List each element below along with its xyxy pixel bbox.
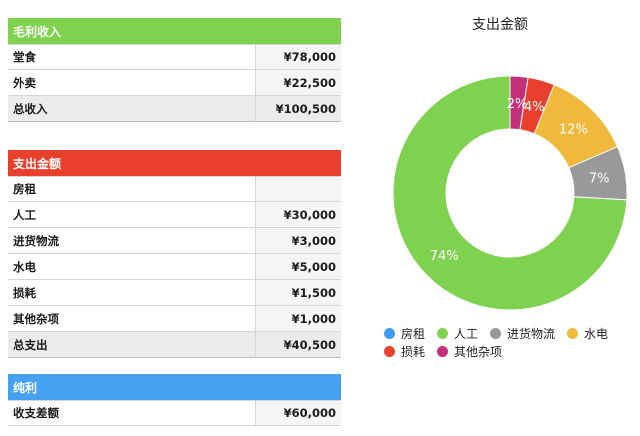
legend-label: 水电 [584, 326, 609, 341]
profit-header: 纯利 [8, 374, 341, 400]
total-value[interactable]: ¥100,500 [256, 96, 341, 121]
slice-label-1: 74% [430, 249, 459, 264]
donut-chart: 74% 7% 12% 4%2% [392, 75, 628, 311]
row-value[interactable]: ¥30,000 [256, 202, 341, 227]
row-label[interactable]: 外卖 [8, 70, 256, 95]
legend-row: 房租 人工 进货物流 水电 [384, 324, 640, 342]
chart-legend: 房租 人工 进货物流 水电 损耗 其他杂项 [384, 324, 640, 360]
income-header: 毛利收入 [8, 18, 341, 44]
legend-label: 进货物流 [507, 326, 556, 341]
row-value[interactable]: ¥22,500 [256, 70, 341, 95]
table-row: 堂食 ¥78,000 [8, 44, 341, 70]
table-row: 损耗 ¥1,500 [8, 280, 341, 306]
profit-table: 纯利 收支差额 ¥60,000 [8, 374, 341, 426]
legend-label: 人工 [454, 326, 479, 341]
chart-title: 支出金额 [472, 17, 528, 33]
legend-dot-icon [567, 327, 579, 339]
legend-dot-icon [490, 327, 502, 339]
total-row: 总支出 ¥40,500 [8, 332, 341, 358]
slice-label-3: 12% [559, 122, 588, 137]
slice-1[interactable] [392, 75, 628, 311]
legend-dot-icon [437, 327, 449, 339]
expense-table: 支出金额 房租 人工 ¥30,000 进货物流 ¥3,000 水电 ¥5,000… [8, 150, 341, 358]
row-label[interactable]: 其他杂项 [8, 306, 256, 331]
table-row: 收支差额 ¥60,000 [8, 400, 341, 426]
row-value[interactable]: ¥78,000 [256, 45, 341, 69]
row-value[interactable] [256, 177, 341, 201]
legend-label: 其他杂项 [454, 344, 503, 359]
total-label[interactable]: 总收入 [8, 96, 256, 121]
legend-item[interactable]: 水电 [567, 325, 608, 342]
expense-header: 支出金额 [8, 150, 341, 176]
legend-item[interactable]: 其他杂项 [437, 343, 502, 360]
expense-chart: 支出金额 74% 7% 12% 4% 2% 房租 人工 进货物流 水电 损耗 其他杂项 [360, 0, 640, 436]
table-row: 水电 ¥5,000 [8, 254, 341, 280]
table-row: 其他杂项 ¥1,000 [8, 306, 341, 332]
row-value[interactable]: ¥1,000 [256, 306, 341, 331]
slice-label-2: 7% [589, 171, 610, 186]
legend-label: 损耗 [401, 344, 426, 359]
table-row: 房租 [8, 176, 341, 202]
slice-5[interactable] [509, 75, 529, 131]
table-row: 人工 ¥30,000 [8, 202, 341, 228]
row-label[interactable]: 房租 [8, 177, 256, 201]
row-label[interactable]: 人工 [8, 202, 256, 227]
row-value[interactable]: ¥3,000 [256, 228, 341, 253]
row-label[interactable]: 进货物流 [8, 228, 256, 253]
row-value[interactable]: ¥1,500 [256, 280, 341, 305]
legend-dot-icon [384, 327, 395, 339]
legend-item[interactable]: 损耗 [384, 343, 425, 360]
legend-dot-icon [384, 345, 395, 357]
table-row: 进货物流 ¥3,000 [8, 228, 341, 254]
legend-item[interactable]: 进货物流 [490, 325, 555, 342]
income-table: 毛利收入 堂食 ¥78,000 外卖 ¥22,500 总收入 ¥100,500 [8, 18, 341, 122]
legend-label: 房租 [401, 326, 426, 341]
legend-item[interactable]: 房租 [384, 325, 425, 342]
row-value[interactable]: ¥5,000 [256, 254, 341, 279]
legend-row: 损耗 其他杂项 [384, 342, 640, 360]
row-value[interactable]: ¥60,000 [256, 401, 341, 425]
slice-label-5: 2% [507, 97, 528, 112]
slice-label-4: 4% [524, 100, 545, 115]
row-label[interactable]: 损耗 [8, 280, 256, 305]
row-label[interactable]: 收支差额 [8, 401, 256, 425]
total-value[interactable]: ¥40,500 [256, 332, 341, 357]
legend-dot-icon [437, 345, 449, 357]
row-label[interactable]: 水电 [8, 254, 256, 279]
table-row: 外卖 ¥22,500 [8, 70, 341, 96]
total-label[interactable]: 总支出 [8, 332, 256, 357]
total-row: 总收入 ¥100,500 [8, 96, 341, 122]
legend-item[interactable]: 人工 [437, 325, 478, 342]
row-label[interactable]: 堂食 [8, 45, 256, 69]
